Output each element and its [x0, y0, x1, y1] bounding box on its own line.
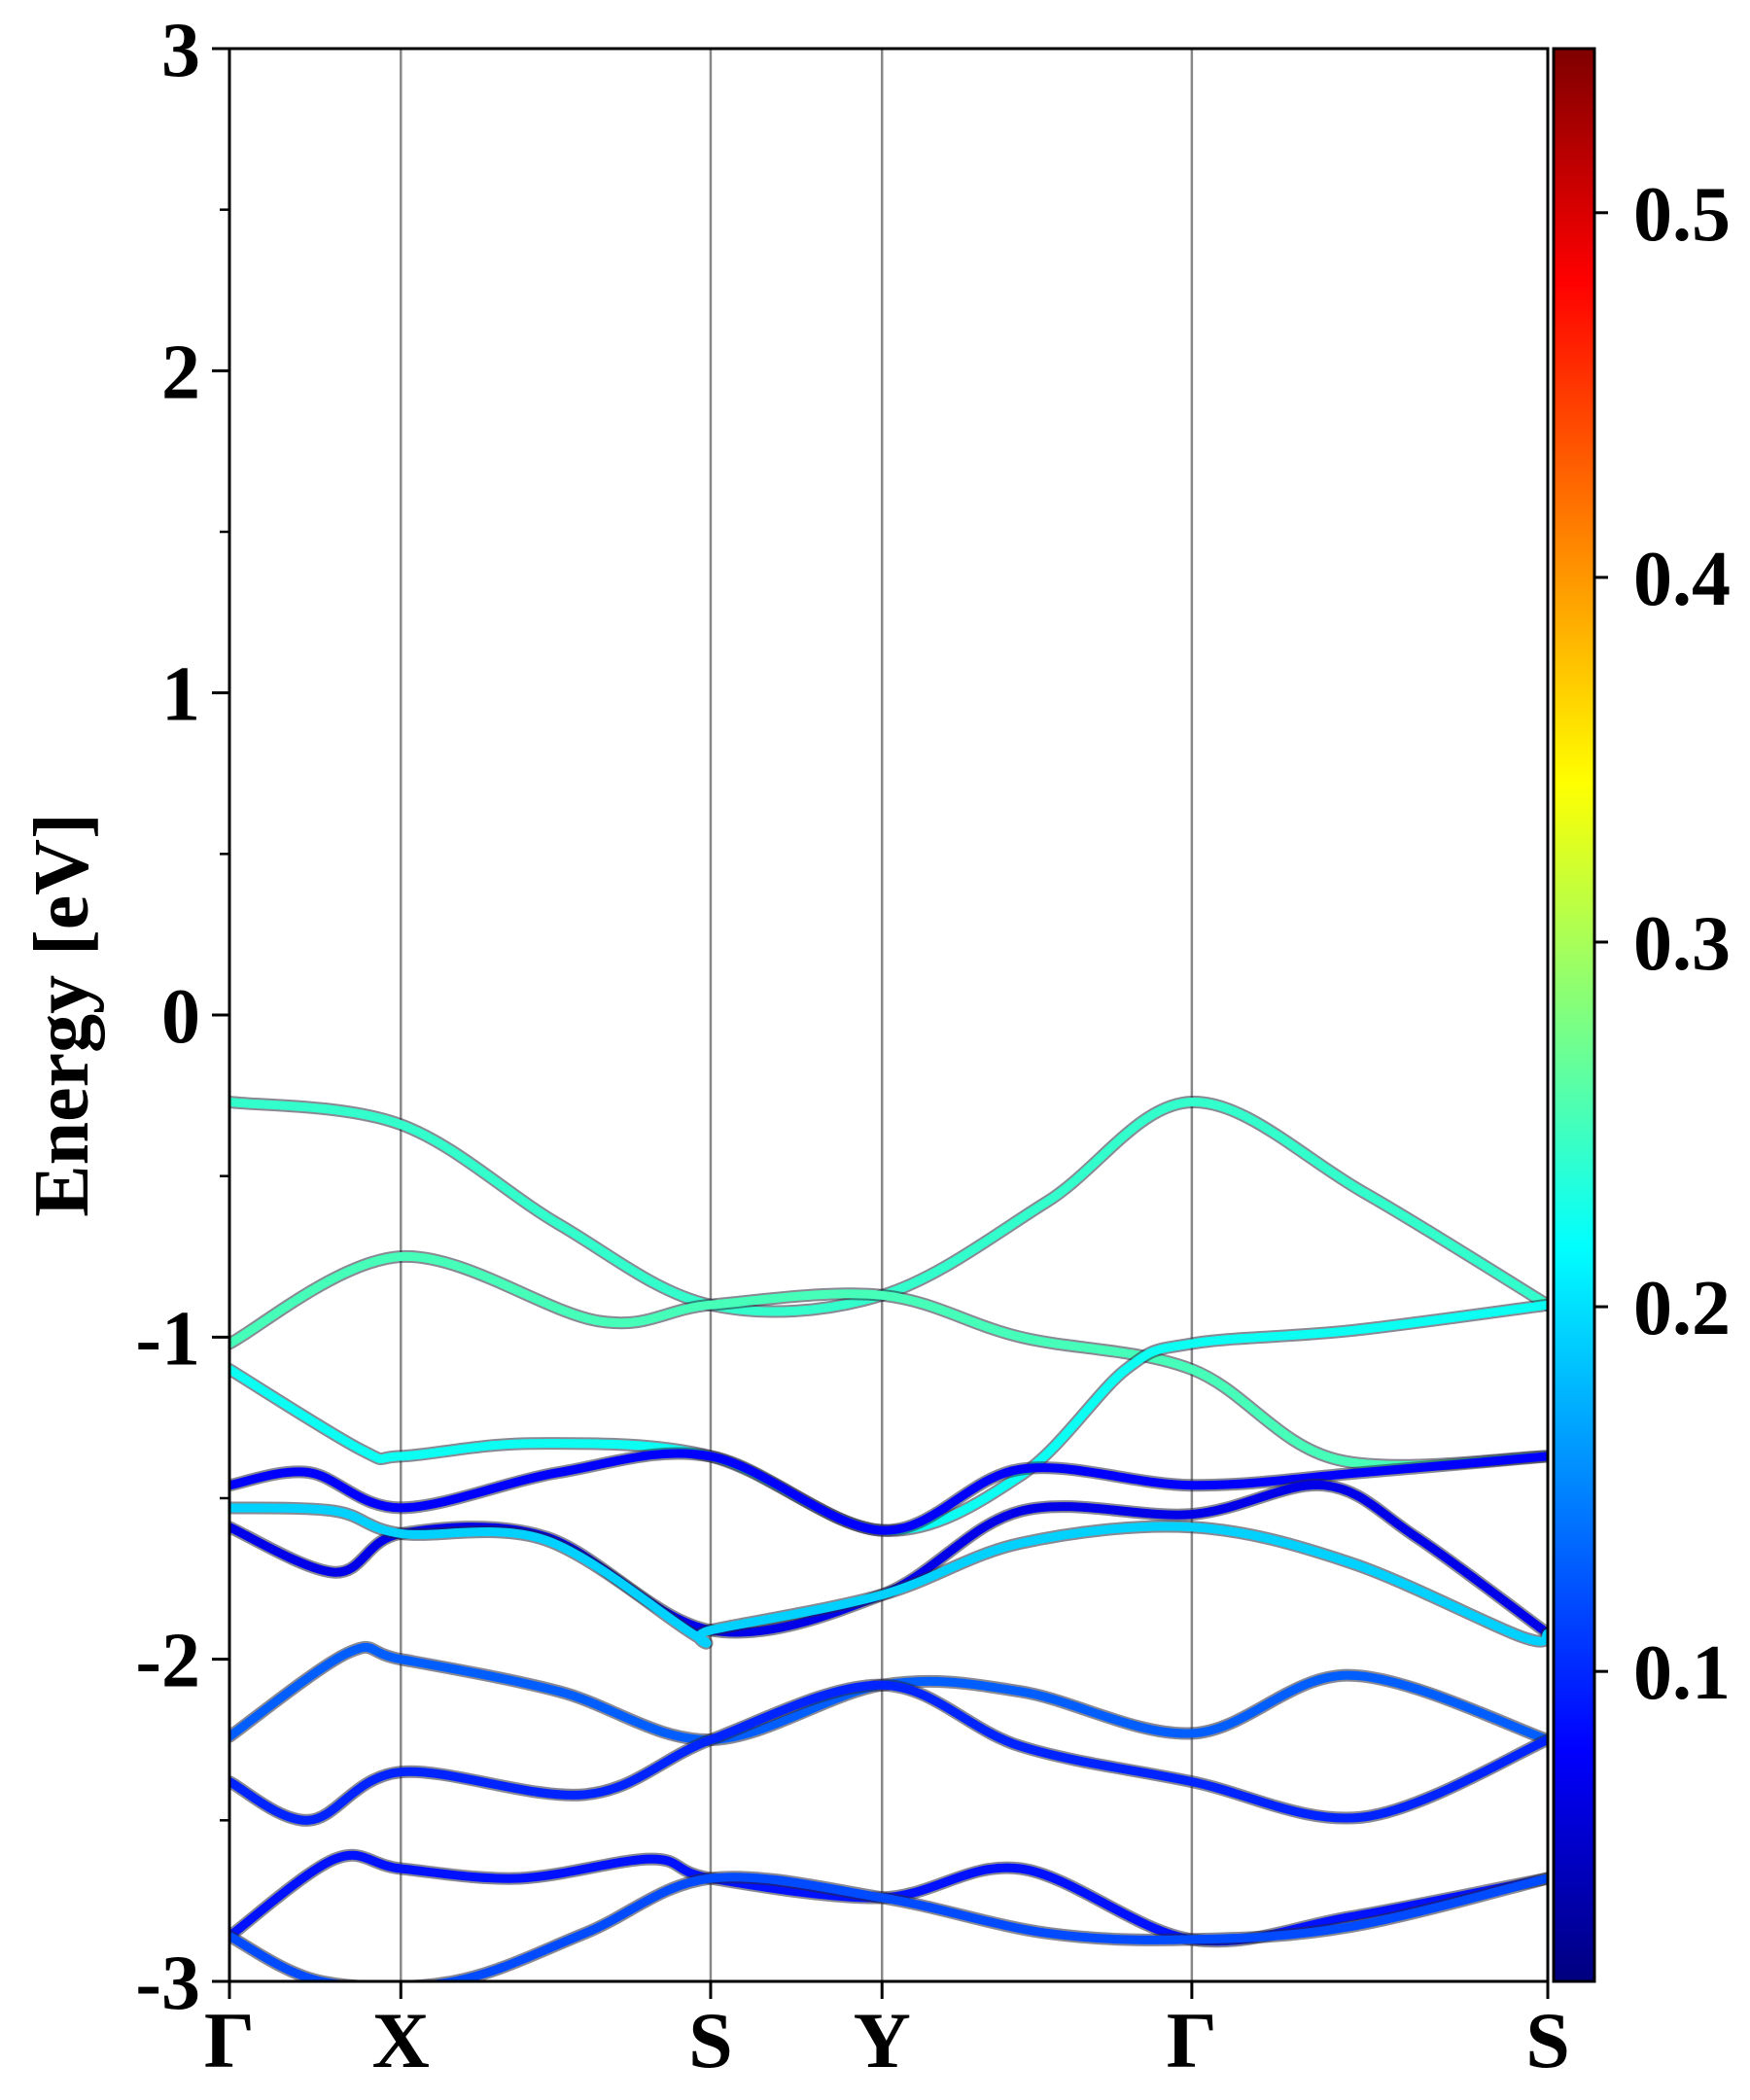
y-tick-label: 3: [161, 8, 200, 93]
y-tick-label: 1: [161, 652, 200, 738]
y-tick-label: 0: [161, 974, 200, 1060]
kpoint-separator-lines: [400, 49, 1194, 1981]
colorbar-tick-label: 0.3: [1633, 901, 1731, 987]
band-8: [229, 1680, 1548, 1825]
colorbar-axis: 0.1 0.2 0.3 0.4 0.5: [1594, 172, 1731, 1716]
y-tick-label: -3: [135, 1941, 200, 2026]
x-tick-label: Γ: [204, 1996, 255, 2084]
band-6: [229, 1503, 1548, 1648]
band-8-outline: [229, 1678, 1548, 1827]
x-tick-label: Y: [854, 1996, 911, 2084]
x-tick-label: Γ: [1167, 1996, 1217, 2084]
band-10-outline: [229, 1871, 1548, 1981]
colorbar-tick-label: 0.4: [1633, 537, 1731, 622]
y-axis-title: Energy [eV]: [19, 813, 105, 1216]
colorbar-tick-label: 0.1: [1633, 1630, 1731, 1716]
colorbar: [1552, 47, 1596, 1983]
y-tick-label: -1: [135, 1296, 200, 1382]
x-tick-label: S: [688, 1996, 733, 2084]
bands-group: [229, 1095, 1548, 1981]
y-tick-label: 2: [161, 330, 200, 415]
band-7: [229, 1642, 1548, 1745]
colorbar-tick-label: 0.5: [1633, 172, 1731, 258]
band-1: [229, 1097, 1548, 1316]
y-axis: -3 -2 -1 0 1 2 3: [135, 8, 229, 2026]
x-tick-label: X: [372, 1996, 430, 2084]
band-10: [229, 1872, 1548, 1981]
y-tick-label: -2: [135, 1619, 200, 1704]
band-2: [229, 1251, 1548, 1470]
x-tick-label: S: [1525, 1996, 1570, 2084]
colorbar-tick-label: 0.2: [1633, 1266, 1731, 1351]
band-4: [229, 1449, 1548, 1535]
